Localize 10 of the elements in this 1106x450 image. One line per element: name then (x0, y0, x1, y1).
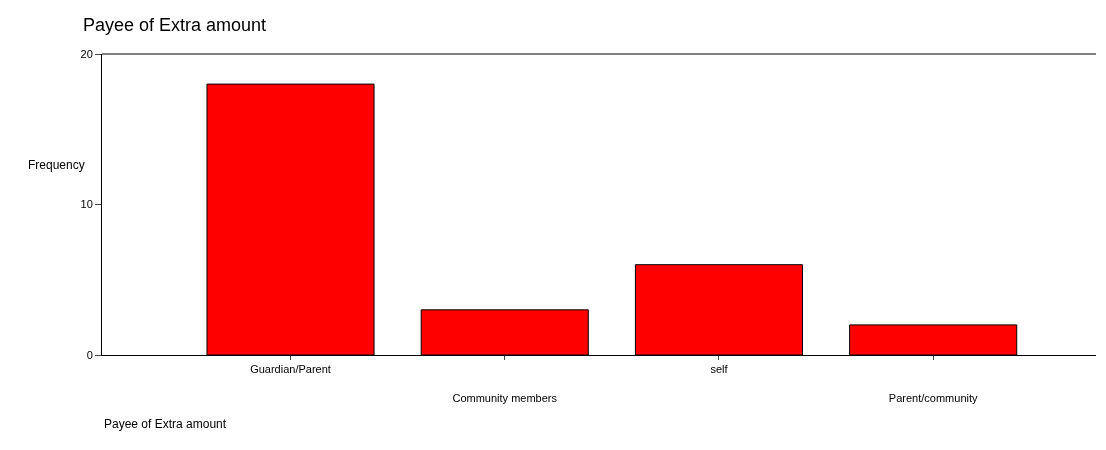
chart-title: Payee of Extra amount (82, 14, 267, 35)
x-tick-label: self (710, 363, 729, 376)
x-tick-label: Parent/community (888, 391, 979, 404)
y-axis-title: Frequency (28, 158, 85, 172)
y-tick-label: 0 (86, 348, 93, 361)
x-axis-title: Payee of Extra amount (104, 417, 227, 431)
x-tick-label: Guardian/Parent (250, 363, 331, 376)
y-tick-label: 20 (80, 47, 93, 60)
y-tick-label: 10 (80, 198, 93, 211)
x-tick-label: Community members (452, 391, 558, 404)
